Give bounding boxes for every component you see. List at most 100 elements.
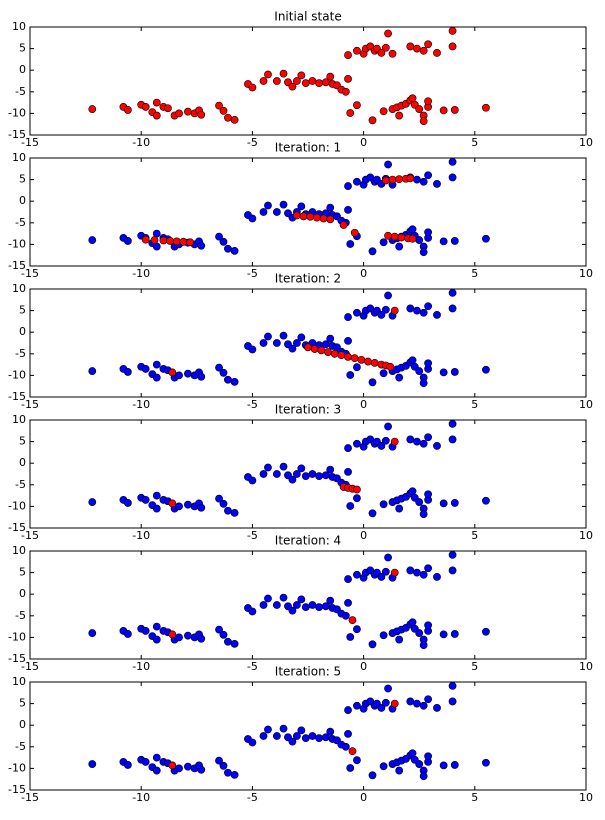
point [424,40,432,49]
point [379,762,388,771]
point [424,97,432,106]
point [326,334,335,343]
point [308,601,317,609]
point [288,606,297,615]
point [381,305,390,314]
point [152,98,161,107]
point [297,333,306,342]
point [450,499,459,507]
point [353,625,361,634]
point [406,174,415,183]
point [346,109,355,117]
point [330,349,339,358]
point [224,768,232,777]
point [377,442,386,450]
point [419,772,428,781]
point [344,598,352,607]
point [381,698,390,707]
point [230,115,239,124]
x-tick-label: -5 [247,529,258,542]
x-tick-label: -5 [247,660,258,673]
point [450,761,459,769]
x-tick-label: 10 [579,529,593,542]
point [224,375,232,384]
y-tick-label: -10 [8,237,26,250]
point [341,742,350,751]
point [413,44,421,53]
point [450,237,459,245]
y-tick-label: 0 [19,194,26,207]
x-tick-label: 0 [360,136,367,149]
y-tick-label: 5 [19,435,26,448]
x-tick-label: 5 [471,136,478,149]
y-tick-label: 10 [12,151,26,164]
point [408,487,417,496]
y-tick-label: 5 [19,304,26,317]
point [413,306,421,315]
point [395,242,404,251]
point [433,311,441,319]
point [353,494,361,503]
point [368,247,377,256]
y-tick-label: -10 [8,368,26,381]
y-tick-label: 5 [19,697,26,710]
point [344,182,352,190]
point [379,369,388,378]
point [259,77,268,85]
y-tick-label: 0 [19,456,26,469]
point [413,437,421,446]
point [297,464,306,473]
point [415,629,424,637]
point [279,69,288,78]
point [308,732,317,740]
x-tick-label: -10 [132,791,150,804]
point [439,499,448,508]
point [301,472,310,481]
point [344,467,352,476]
point [123,499,132,507]
y-tick-label: -5 [15,85,26,98]
point [315,79,324,88]
x-tick-label: 0 [360,791,367,804]
point [219,761,228,770]
point [348,747,357,756]
y-tick-label: 10 [12,675,26,688]
point [292,211,301,220]
y-tick-label: 10 [12,282,26,295]
point [353,439,361,448]
point [439,237,448,246]
point [419,117,428,126]
point [152,229,161,238]
point [141,627,150,635]
point [419,177,428,186]
point [88,236,97,244]
point [406,42,415,51]
point [433,704,441,712]
point [381,567,390,576]
point [413,175,421,184]
point [448,304,457,313]
point [439,630,448,639]
point [377,573,386,581]
x-tick-label: 10 [579,267,593,280]
point [415,760,424,768]
point [388,49,397,58]
point [346,240,355,248]
point [326,596,335,605]
point [219,106,228,115]
x-tick-label: 5 [471,660,478,673]
point [219,630,228,639]
point [353,101,361,110]
point [424,171,432,180]
point [259,208,268,216]
point [88,105,97,113]
chart-title: Iteration: 1 [275,141,341,155]
point [123,630,132,638]
point [248,83,257,92]
point [413,568,421,577]
x-tick-label: 10 [579,398,593,411]
point [88,498,97,506]
point [450,368,459,376]
point [419,641,428,650]
